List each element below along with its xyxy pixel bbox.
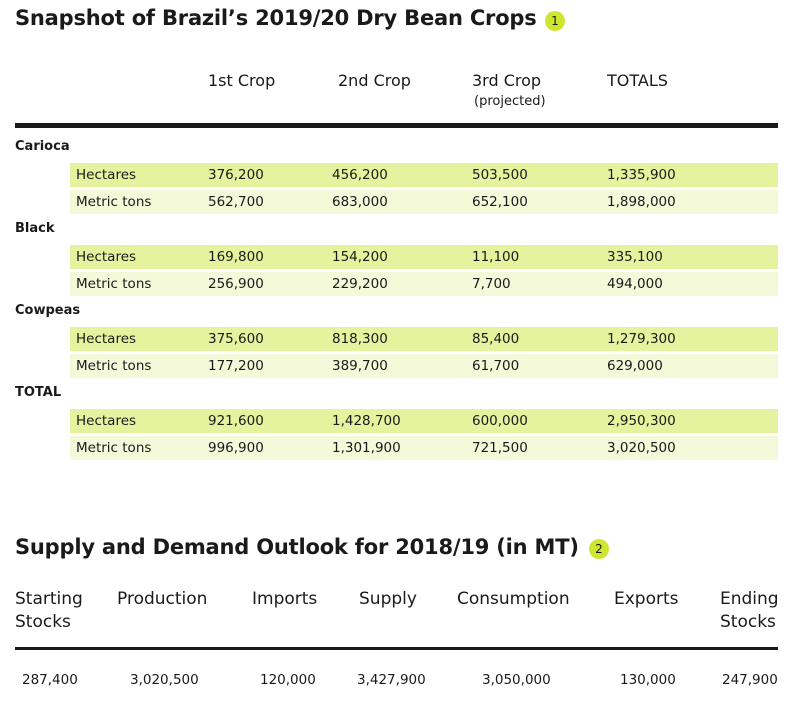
row-band: [70, 327, 778, 351]
cell: 600,000: [472, 413, 528, 429]
row-band: [70, 190, 778, 214]
row-band: [70, 354, 778, 378]
cell: 629,000: [607, 358, 663, 374]
cell: 3,427,900: [357, 672, 426, 688]
column-header: Starting Stocks: [15, 589, 83, 632]
cell: 3,020,500: [607, 440, 676, 456]
row-label: Hectares: [76, 413, 137, 429]
cell: 3,050,000: [482, 672, 551, 688]
title: Snapshot of Brazil’s 2019/20 Dry Bean Cr…: [15, 6, 537, 30]
column-header: TOTALS: [607, 71, 668, 90]
cell: 1,301,900: [332, 440, 401, 456]
cell: 177,200: [208, 358, 264, 374]
cell: 818,300: [332, 331, 388, 347]
cell: 256,900: [208, 276, 264, 292]
cell: 494,000: [607, 276, 663, 292]
cell: 562,700: [208, 194, 264, 210]
column-header: 3rd Crop: [472, 71, 542, 90]
group-label: Black: [15, 221, 55, 236]
cell: 247,900: [722, 672, 778, 688]
cell: 375,600: [208, 331, 264, 347]
cell: 85,400: [472, 331, 520, 347]
cell: 1,428,700: [332, 413, 401, 429]
row-band: [70, 409, 778, 433]
row-label: Metric tons: [76, 358, 152, 374]
cell: 2,950,300: [607, 413, 676, 429]
cell: 376,200: [208, 167, 264, 183]
row-label: Metric tons: [76, 194, 152, 210]
cell: 652,100: [472, 194, 528, 210]
header-rule: [15, 647, 778, 650]
column-header: 2nd Crop: [338, 71, 411, 90]
cell: 921,600: [208, 413, 264, 429]
column-header: 1st Crop: [208, 71, 276, 90]
column-header: Supply: [359, 589, 417, 609]
row-label: Hectares: [76, 167, 137, 183]
cell: 130,000: [620, 672, 676, 688]
row-band: [70, 245, 778, 269]
group-label: Carioca: [15, 139, 70, 154]
badge: 2: [589, 539, 609, 559]
cell: 61,700: [472, 358, 520, 374]
cell: 169,800: [208, 249, 264, 265]
cell: 229,200: [332, 276, 388, 292]
title: Supply and Demand Outlook for 2018/19 (i…: [15, 535, 579, 559]
cell: 287,400: [22, 672, 78, 688]
cell: 1,898,000: [607, 194, 676, 210]
row-label: Hectares: [76, 249, 137, 265]
cell: 456,200: [332, 167, 388, 183]
row-band: [70, 272, 778, 296]
cell: 7,700: [472, 276, 511, 292]
column-header: Consumption: [457, 589, 570, 609]
row-band: [70, 436, 778, 460]
cell: 11,100: [472, 249, 520, 265]
row-band: [70, 163, 778, 187]
cell: 1,335,900: [607, 167, 676, 183]
cell: 389,700: [332, 358, 388, 374]
row-label: Metric tons: [76, 440, 152, 456]
column-header: Production: [117, 589, 208, 609]
cell: 1,279,300: [607, 331, 676, 347]
cell: 3,020,500: [130, 672, 199, 688]
cell: 335,100: [607, 249, 663, 265]
cell: 721,500: [472, 440, 528, 456]
cell: 154,200: [332, 249, 388, 265]
cell: 683,000: [332, 194, 388, 210]
cell: 503,500: [472, 167, 528, 183]
header-rule: [15, 123, 778, 128]
group-label: Cowpeas: [15, 303, 81, 318]
badge: 1: [545, 11, 565, 31]
cell: 120,000: [260, 672, 316, 688]
row-label: Hectares: [76, 331, 137, 347]
row-label: Metric tons: [76, 276, 152, 292]
group-label: TOTAL: [15, 385, 62, 400]
column-note: (projected): [474, 94, 546, 109]
column-header: Ending Stocks: [720, 589, 779, 632]
column-header: Imports: [252, 589, 318, 609]
cell: 996,900: [208, 440, 264, 456]
column-header: Exports: [614, 589, 679, 609]
